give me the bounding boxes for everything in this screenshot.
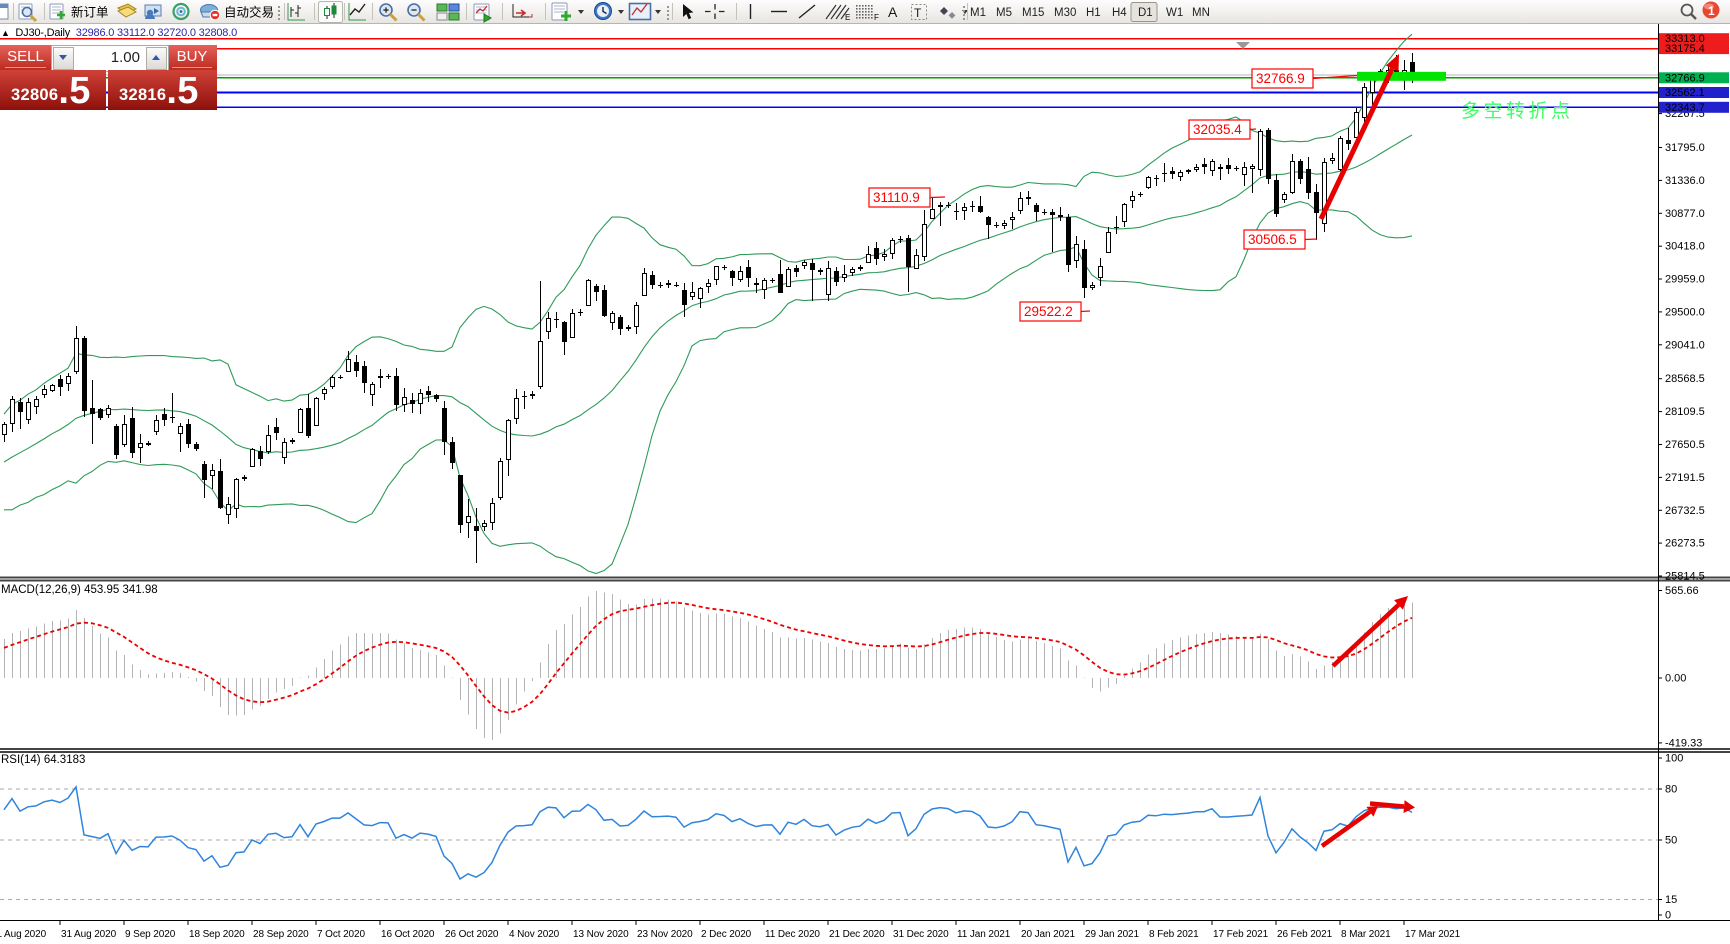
svg-text:20 Jan 2021: 20 Jan 2021 bbox=[1021, 929, 1075, 940]
svg-text:新订单: 新订单 bbox=[71, 5, 109, 20]
svg-text:50: 50 bbox=[1665, 835, 1677, 847]
svg-text:F: F bbox=[874, 13, 879, 22]
svg-text:-419.33: -419.33 bbox=[1665, 737, 1702, 749]
svg-text:26 Feb 2021: 26 Feb 2021 bbox=[1277, 929, 1333, 940]
svg-text:29500.0: 29500.0 bbox=[1665, 306, 1705, 318]
svg-text:0: 0 bbox=[1665, 910, 1671, 922]
svg-text:29959.0: 29959.0 bbox=[1665, 274, 1705, 286]
svg-text:15: 15 bbox=[1665, 894, 1677, 906]
svg-text:29 Jan 2021: 29 Jan 2021 bbox=[1085, 929, 1139, 940]
svg-text:27191.5: 27191.5 bbox=[1665, 472, 1705, 484]
svg-text:28568.5: 28568.5 bbox=[1665, 373, 1705, 385]
svg-text:32035.4: 32035.4 bbox=[1193, 122, 1242, 137]
svg-text:80: 80 bbox=[1665, 784, 1677, 796]
svg-text:M5: M5 bbox=[996, 7, 1012, 19]
svg-text:30506.5: 30506.5 bbox=[1248, 232, 1297, 247]
svg-text:30418.0: 30418.0 bbox=[1665, 241, 1705, 253]
svg-text:29522.2: 29522.2 bbox=[1024, 304, 1073, 319]
svg-text:31336.0: 31336.0 bbox=[1665, 175, 1705, 187]
svg-text:MACD(12,26,9) 453.95 341.98: MACD(12,26,9) 453.95 341.98 bbox=[1, 584, 158, 596]
svg-text:17 Mar 2021: 17 Mar 2021 bbox=[1405, 929, 1461, 940]
svg-text:32766.9: 32766.9 bbox=[1256, 71, 1305, 86]
svg-text:26273.5: 26273.5 bbox=[1665, 538, 1705, 550]
svg-text:7 Oct 2020: 7 Oct 2020 bbox=[317, 929, 365, 940]
svg-text:32562.1: 32562.1 bbox=[1665, 87, 1705, 99]
svg-text:21 Aug 2020: 21 Aug 2020 bbox=[0, 929, 47, 940]
svg-text:31 Aug 2020: 31 Aug 2020 bbox=[61, 929, 117, 940]
svg-text:H1: H1 bbox=[1086, 7, 1101, 19]
svg-text:A: A bbox=[888, 4, 898, 20]
svg-text:28109.5: 28109.5 bbox=[1665, 406, 1705, 418]
svg-text:W1: W1 bbox=[1166, 7, 1183, 19]
svg-text:8 Mar 2021: 8 Mar 2021 bbox=[1341, 929, 1391, 940]
svg-text:0.00: 0.00 bbox=[1665, 673, 1686, 685]
svg-text:32343.7: 32343.7 bbox=[1665, 102, 1705, 114]
svg-text:30877.0: 30877.0 bbox=[1665, 208, 1705, 220]
svg-text:M15: M15 bbox=[1022, 7, 1044, 19]
svg-text:23 Nov 2020: 23 Nov 2020 bbox=[637, 929, 693, 940]
svg-text:11 Jan 2021: 11 Jan 2021 bbox=[957, 929, 1011, 940]
svg-text:33313.0: 33313.0 bbox=[1665, 33, 1705, 45]
svg-text:2 Dec 2020: 2 Dec 2020 bbox=[701, 929, 752, 940]
svg-text:M30: M30 bbox=[1054, 7, 1076, 19]
svg-text:31795.0: 31795.0 bbox=[1665, 142, 1705, 154]
svg-text:16 Oct 2020: 16 Oct 2020 bbox=[381, 929, 435, 940]
svg-text:31110.9: 31110.9 bbox=[873, 190, 920, 205]
svg-text:32766.9: 32766.9 bbox=[1665, 72, 1705, 84]
svg-text:M1: M1 bbox=[970, 7, 986, 19]
svg-text:13 Nov 2020: 13 Nov 2020 bbox=[573, 929, 629, 940]
svg-text:4 Nov 2020: 4 Nov 2020 bbox=[509, 929, 560, 940]
svg-text:E: E bbox=[845, 13, 850, 22]
svg-text:33175.4: 33175.4 bbox=[1665, 43, 1705, 55]
svg-text:D1: D1 bbox=[1138, 7, 1153, 19]
svg-text:100: 100 bbox=[1665, 753, 1683, 765]
svg-text:25814.5: 25814.5 bbox=[1665, 571, 1705, 583]
svg-text:自动交易: 自动交易 bbox=[224, 5, 274, 20]
svg-text:1: 1 bbox=[1708, 4, 1715, 18]
svg-text:26 Oct 2020: 26 Oct 2020 bbox=[445, 929, 499, 940]
svg-text:RSI(14) 64.3183: RSI(14) 64.3183 bbox=[1, 754, 85, 766]
svg-text:21 Dec 2020: 21 Dec 2020 bbox=[829, 929, 885, 940]
svg-text:28 Sep 2020: 28 Sep 2020 bbox=[253, 929, 309, 940]
svg-text:T: T bbox=[914, 6, 922, 20]
svg-text:29041.0: 29041.0 bbox=[1665, 339, 1705, 351]
svg-text:11 Dec 2020: 11 Dec 2020 bbox=[765, 929, 820, 940]
svg-text:18 Sep 2020: 18 Sep 2020 bbox=[189, 929, 245, 940]
svg-text:31 Dec 2020: 31 Dec 2020 bbox=[893, 929, 949, 940]
svg-text:27650.5: 27650.5 bbox=[1665, 439, 1705, 451]
svg-text:9 Sep 2020: 9 Sep 2020 bbox=[125, 929, 176, 940]
svg-text:MN: MN bbox=[1192, 7, 1210, 19]
svg-text:多空转折点: 多空转折点 bbox=[1461, 100, 1574, 122]
svg-text:H4: H4 bbox=[1112, 7, 1127, 19]
svg-text:26732.5: 26732.5 bbox=[1665, 505, 1705, 517]
svg-text:17 Feb 2021: 17 Feb 2021 bbox=[1213, 929, 1269, 940]
svg-text:565.66: 565.66 bbox=[1665, 585, 1699, 597]
svg-text:8 Feb 2021: 8 Feb 2021 bbox=[1149, 929, 1199, 940]
